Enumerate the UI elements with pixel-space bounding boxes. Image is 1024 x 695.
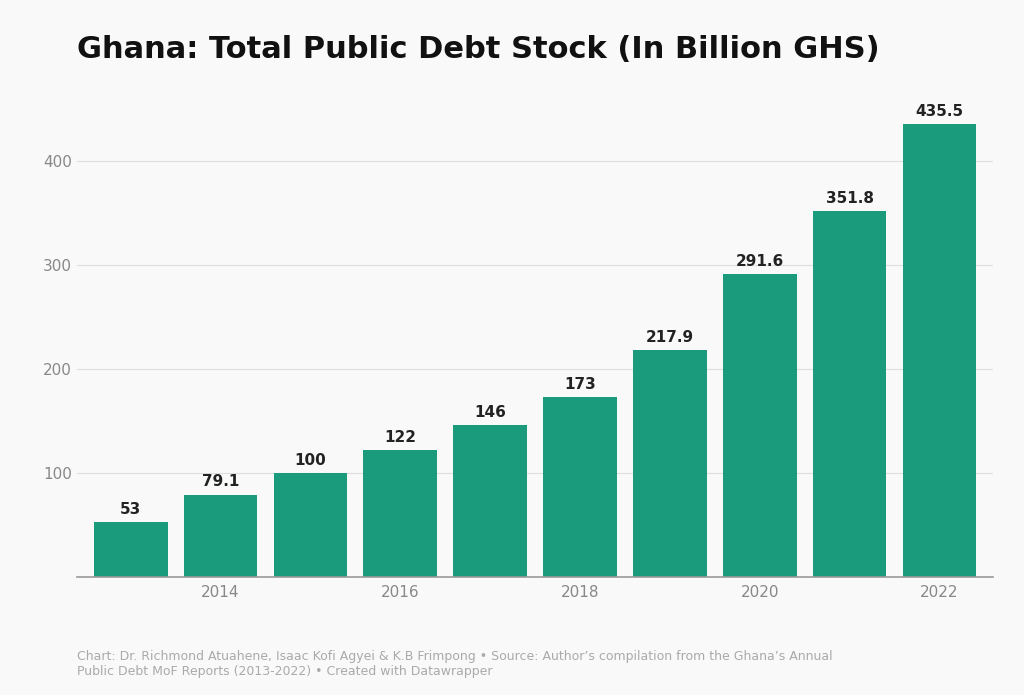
Text: 291.6: 291.6 [735,254,783,269]
Text: 173: 173 [564,377,596,392]
Text: 100: 100 [295,452,327,468]
Bar [94,522,168,577]
Bar [364,450,437,577]
Text: 217.9: 217.9 [646,330,694,345]
Bar [183,495,257,577]
Bar [902,124,976,577]
Text: 146: 146 [474,405,506,420]
Bar [723,274,797,577]
Bar [454,425,527,577]
Text: 351.8: 351.8 [825,191,873,206]
Text: Chart: Dr. Richmond Atuahene, Isaac Kofi Agyei & K.B Frimpong • Source: Author’s: Chart: Dr. Richmond Atuahene, Isaac Kofi… [77,650,833,678]
Text: 79.1: 79.1 [202,475,240,489]
Bar [273,473,347,577]
Bar [813,211,887,577]
Text: 53: 53 [120,502,141,516]
Text: Ghana: Total Public Debt Stock (In Billion GHS): Ghana: Total Public Debt Stock (In Billi… [77,35,880,65]
Bar [633,350,707,577]
Bar [543,397,616,577]
Text: 435.5: 435.5 [915,104,964,120]
Text: 122: 122 [384,430,417,445]
